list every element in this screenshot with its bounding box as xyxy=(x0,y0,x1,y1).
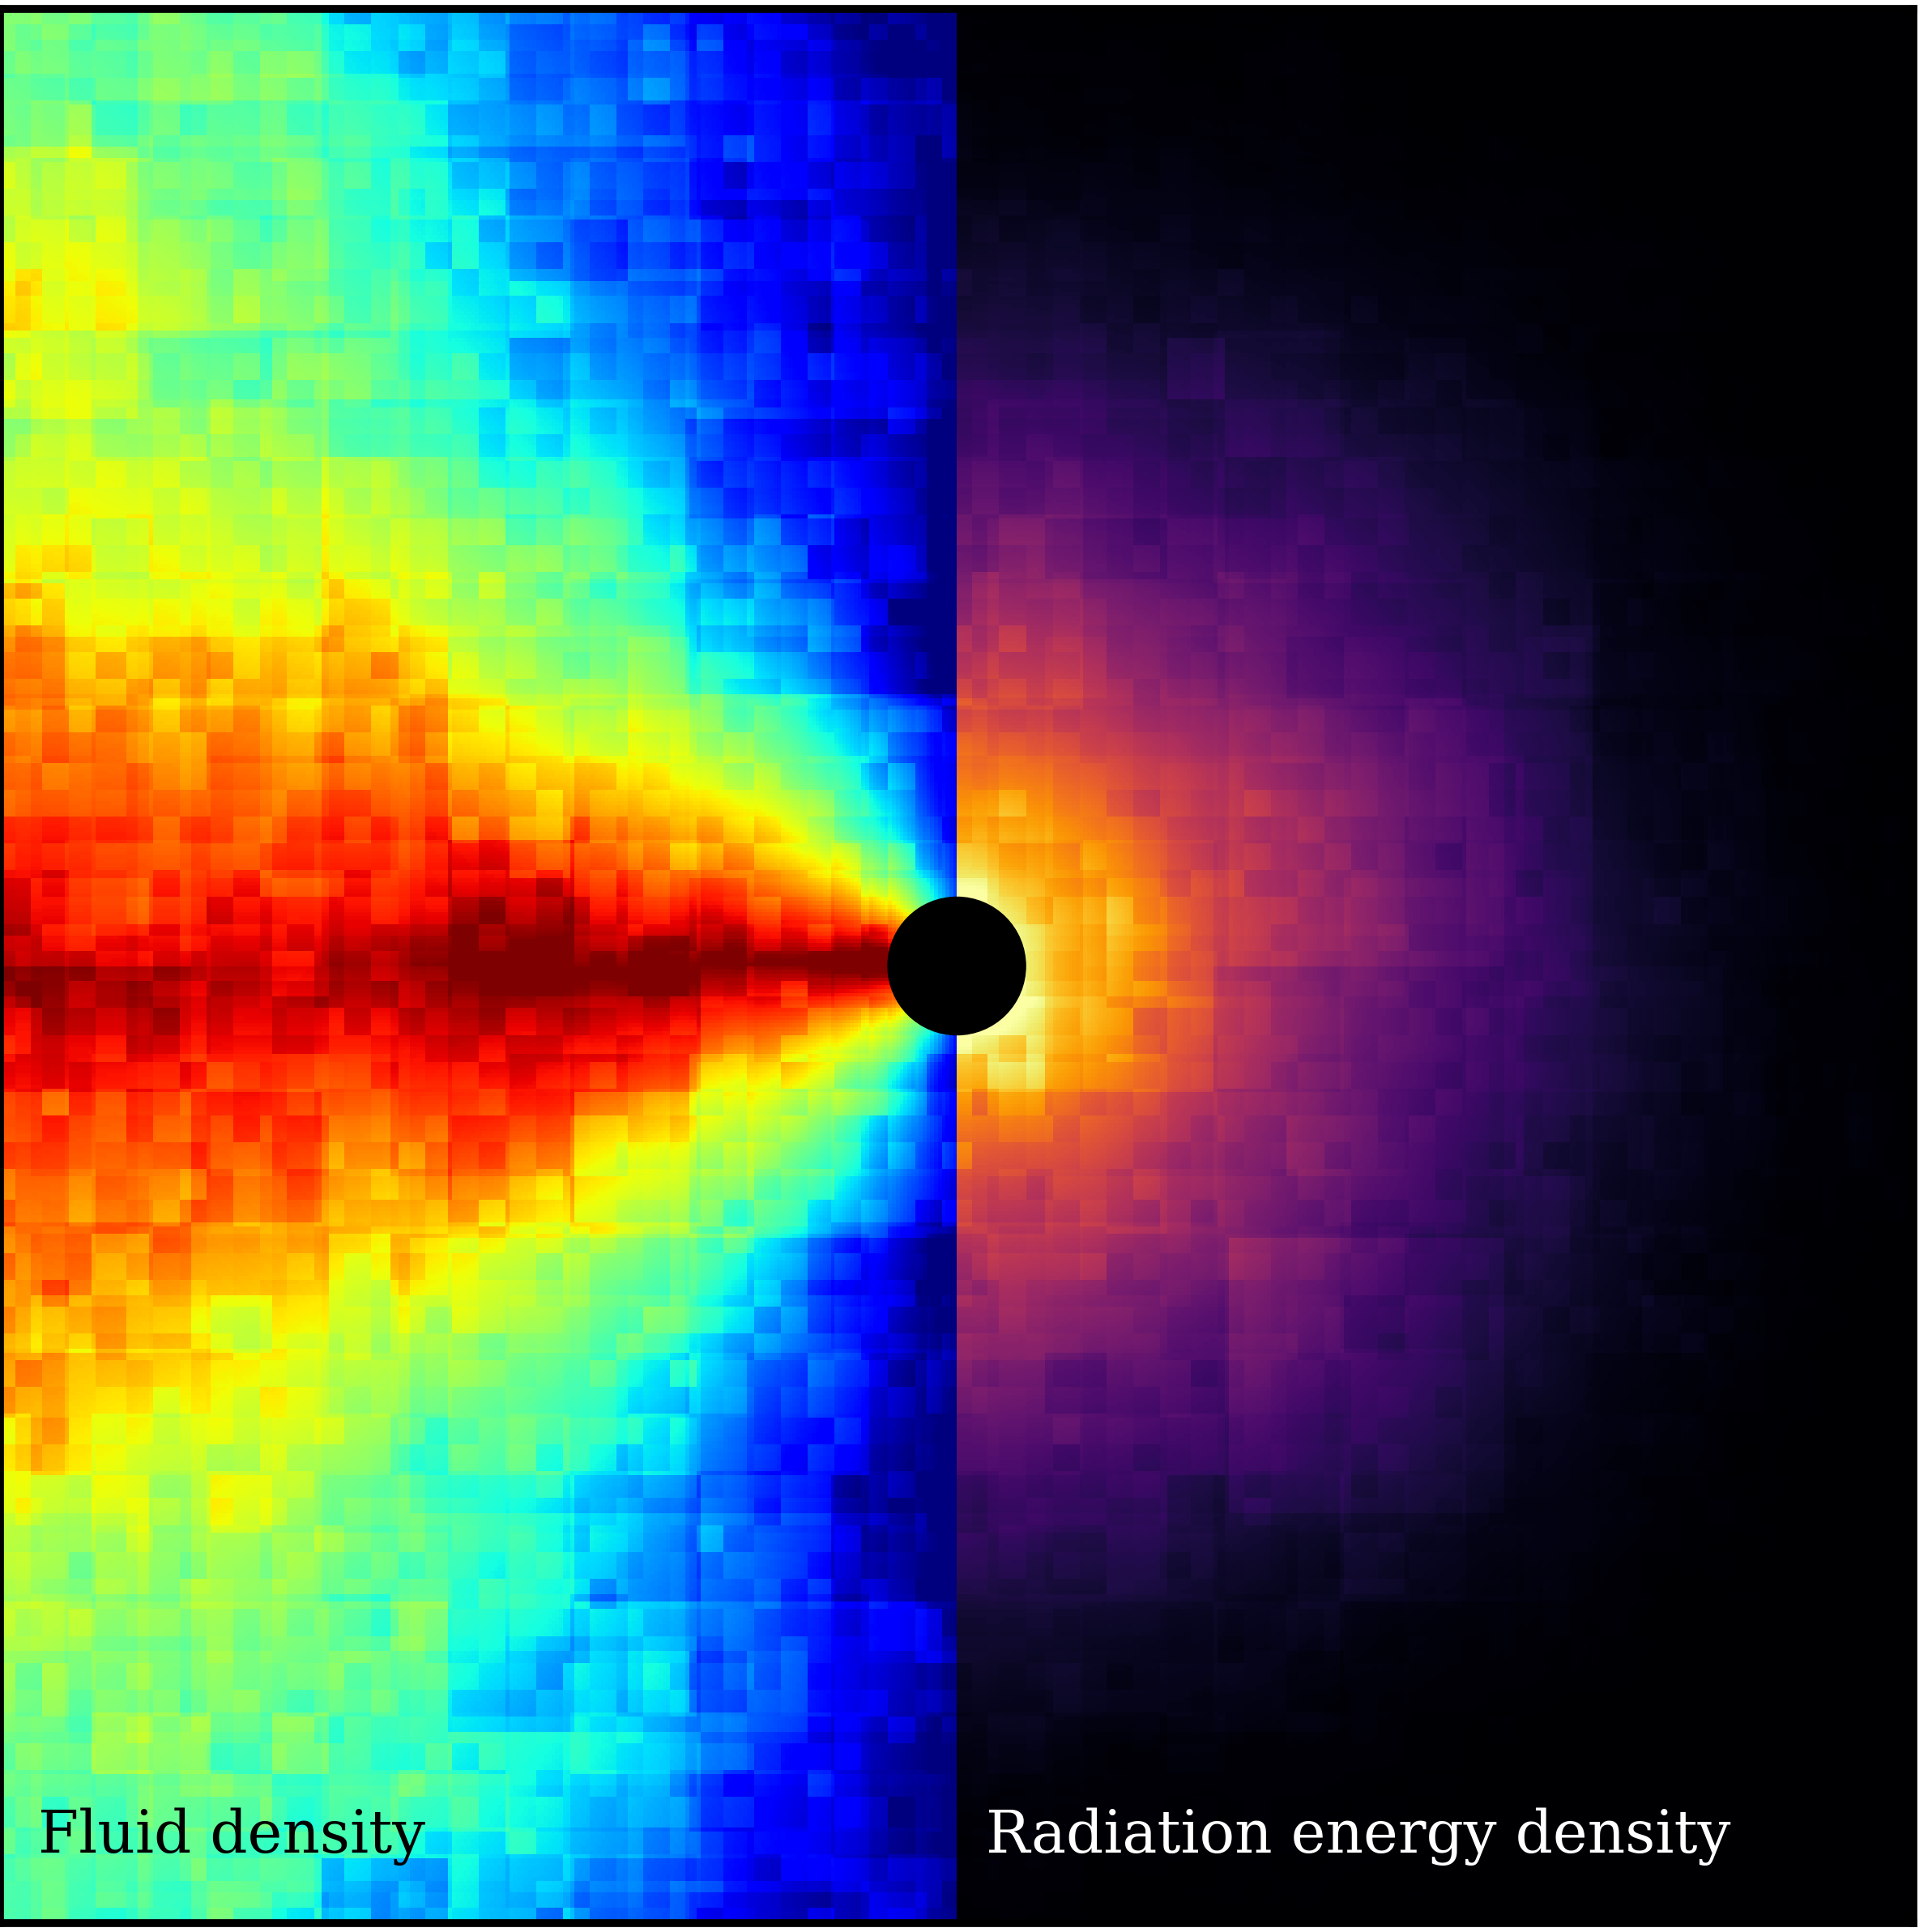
Text: Fluid density: Fluid density xyxy=(39,1808,425,1864)
Circle shape xyxy=(889,896,1026,1036)
Text: Radiation energy density: Radiation energy density xyxy=(985,1808,1731,1864)
